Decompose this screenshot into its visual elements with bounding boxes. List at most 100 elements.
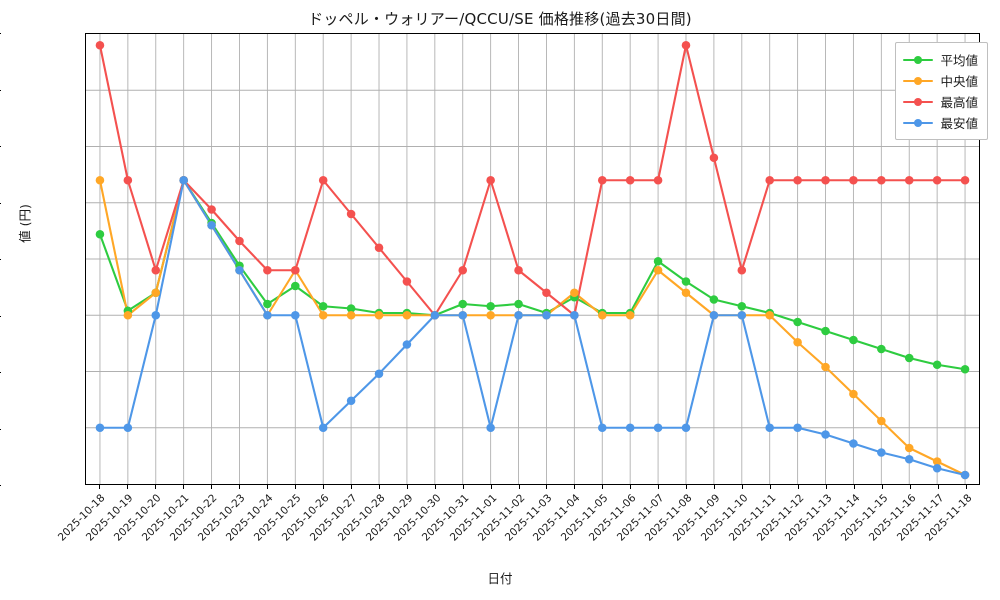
x-tick-mark [882, 485, 884, 489]
data-point-marker [653, 265, 663, 275]
data-point-marker [653, 423, 663, 433]
x-tick-mark [98, 485, 100, 489]
x-tick-mark [238, 485, 240, 489]
data-point-marker [737, 265, 747, 275]
legend-item-2[interactable]: 中央値 [903, 70, 978, 91]
series-line [98, 179, 967, 477]
data-point-marker [402, 340, 412, 349]
data-point-marker [765, 175, 774, 185]
data-point-marker [932, 463, 942, 473]
data-point-marker [793, 317, 802, 327]
x-tick-mark [182, 485, 184, 489]
y-tick-mark [0, 259, 1, 260]
data-point-marker [486, 310, 495, 320]
grid-lines [86, 34, 979, 484]
data-point-marker [960, 175, 970, 185]
data-point-marker [877, 175, 886, 185]
data-point-marker [821, 175, 830, 185]
y-tick-mark [0, 146, 1, 147]
y-tick-mark [0, 372, 1, 373]
data-point-marker [681, 288, 691, 298]
data-point-marker [849, 175, 858, 185]
legend-swatch-icon [903, 54, 934, 66]
data-point-marker [737, 301, 747, 311]
x-tick-mark [546, 485, 548, 489]
x-tick-mark [714, 485, 716, 489]
data-point-marker [542, 288, 551, 298]
data-point-marker [458, 265, 468, 275]
x-tick-mark [854, 485, 856, 489]
data-point-marker [458, 310, 468, 320]
data-point-marker [123, 310, 133, 320]
series-line [98, 44, 967, 317]
data-point-marker [151, 288, 161, 298]
y-tick-mark [0, 428, 1, 430]
data-point-marker [904, 443, 914, 453]
data-point-marker [151, 310, 161, 320]
data-point-marker [514, 299, 523, 309]
data-point-marker [235, 265, 244, 275]
x-tick-mark [350, 485, 352, 489]
data-point-marker [793, 175, 802, 185]
legend-label: 中央値 [940, 74, 978, 89]
data-point-marker [597, 423, 607, 433]
data-point-marker [821, 326, 830, 336]
data-point-marker [291, 265, 300, 275]
series-line [98, 179, 967, 371]
x-axis-label: 日付 [487, 571, 513, 586]
data-point-marker [486, 175, 495, 185]
chart-title: ドッペル・ウォリアー/QCCU/SE 価格推移(過去30日間) [308, 10, 692, 28]
data-point-marker [849, 389, 858, 399]
y-tick-mark [0, 315, 1, 317]
legend-item-4[interactable]: 最安値 [903, 112, 978, 133]
legend-item-3[interactable]: 最高値 [903, 91, 978, 112]
data-point-marker [514, 310, 523, 320]
data-point-marker [346, 310, 356, 320]
data-point-marker [681, 40, 691, 50]
data-point-marker [625, 423, 635, 433]
data-point-marker [960, 470, 970, 480]
data-point-marker [318, 301, 328, 311]
data-point-marker [346, 304, 356, 313]
data-point-marker [765, 423, 774, 433]
x-tick-mark [434, 485, 436, 489]
data-point-marker [904, 353, 914, 363]
data-point-marker [374, 243, 384, 253]
data-point-marker [458, 299, 468, 309]
data-point-marker [318, 310, 328, 320]
data-point-marker [849, 335, 858, 345]
chart-legend: 平均値中央値最高値最安値 [895, 42, 988, 140]
x-tick-mark [266, 485, 268, 489]
x-tick-mark [742, 485, 744, 489]
legend-label: 平均値 [940, 53, 978, 68]
x-tick-mark [686, 485, 688, 489]
y-tick-mark [0, 89, 1, 91]
data-point-marker [263, 265, 272, 275]
data-point-marker [597, 310, 607, 320]
data-point-marker [95, 423, 105, 433]
data-point-marker [402, 310, 412, 320]
data-point-marker [374, 369, 384, 379]
data-point-marker [374, 310, 384, 320]
data-point-marker [179, 175, 188, 185]
x-tick-mark [210, 485, 212, 489]
data-lines [95, 40, 970, 480]
data-point-marker [709, 295, 719, 304]
x-tick-mark [406, 485, 408, 489]
legend-item-1[interactable]: 平均値 [903, 49, 978, 70]
legend-label: 最安値 [940, 116, 978, 131]
data-point-marker [263, 310, 272, 320]
data-point-marker [932, 457, 942, 466]
y-tick-mark [0, 485, 1, 486]
x-tick-mark [518, 485, 520, 489]
x-tick-mark [126, 485, 128, 489]
x-tick-mark [574, 485, 576, 489]
data-point-marker [877, 448, 886, 457]
plot-area [85, 33, 980, 485]
data-point-marker [793, 337, 802, 347]
data-point-marker [904, 175, 914, 185]
data-point-marker [765, 310, 774, 320]
data-point-marker [514, 265, 523, 275]
data-point-marker [207, 220, 216, 230]
legend-label: 最高値 [940, 95, 978, 110]
